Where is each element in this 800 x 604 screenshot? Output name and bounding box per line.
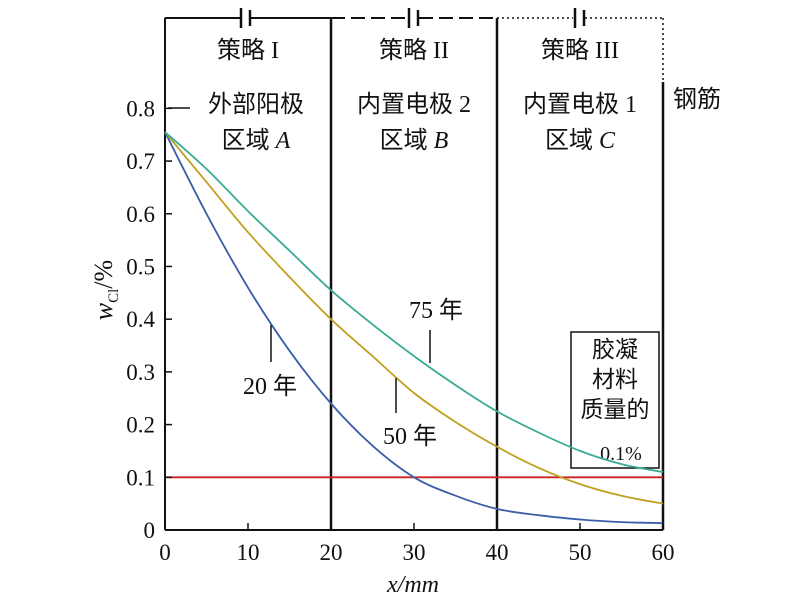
x-tick-label-6: 60	[652, 540, 675, 565]
y-tick-label-0: 0	[144, 518, 156, 543]
series-label-20: 20 年	[243, 373, 297, 400]
zone-3-line2-letter: C	[599, 128, 616, 154]
zone-3-line2: 区域 C	[545, 127, 616, 154]
x-axis-label-text: x/mm	[386, 572, 439, 598]
threshold-label-box	[570, 331, 660, 469]
x-tick-label-0: 0	[159, 540, 171, 565]
series-line-0	[164, 131, 664, 524]
y-tick-label-4: 0.4	[126, 307, 155, 332]
y-tick-label-6: 0.6	[126, 202, 155, 227]
y-axis-label: wCl/%	[89, 260, 122, 320]
series-label-50: 50 年	[383, 423, 437, 450]
zone-1-line2-letter: A	[274, 128, 291, 154]
y-tick-label-5: 0.5	[126, 254, 155, 279]
zone-1-line2-prefix: 区域	[222, 127, 276, 154]
zone-3-strategy: 策略 III	[541, 37, 619, 64]
x-tick-label-3: 30	[403, 540, 426, 565]
zone-1-strategy: 策略 I	[217, 37, 279, 64]
rebar-label: 钢筋	[673, 86, 721, 113]
x-tick-label-5: 50	[569, 540, 592, 565]
y-tick-label-1: 0.1	[126, 465, 155, 490]
y-tick-label-7: 0.7	[126, 149, 155, 174]
y-axis-label-sub: Cl	[106, 289, 122, 303]
zone-2-strategy: 策略 II	[379, 37, 449, 64]
zone-3-line1: 内置电极 1	[523, 91, 637, 118]
series-line-2	[164, 131, 664, 473]
zone-1-line1: 外部阳极	[208, 91, 304, 118]
y-tick-label-8: 0.8	[126, 96, 155, 121]
zone-2-line2: 区域 B	[380, 127, 449, 154]
x-tick-label-1: 10	[237, 540, 260, 565]
series-layer	[164, 131, 664, 524]
series-line-1	[164, 131, 664, 505]
zone-2-line2-prefix: 区域	[380, 127, 434, 154]
threshold-label-line-3: 质量的	[581, 397, 650, 422]
ticks-layer: 0 10 20 30 40 50 60 0 0.1 0.2 0.3 0.4 0.5 0.6 0.7 0.8	[126, 96, 674, 565]
zone-3-line2-prefix: 区域	[545, 127, 599, 154]
zone-2-line1: 内置电极 2	[357, 91, 471, 118]
y-axis-label-main: w	[89, 302, 118, 320]
y-tick-label-2: 0.2	[126, 413, 155, 438]
x-tick-label-4: 40	[486, 540, 509, 565]
series-label-75: 75 年	[409, 297, 463, 324]
threshold-label-line-2: 材料	[592, 367, 638, 392]
x-axis-label: x/mm	[386, 572, 439, 598]
threshold-label-line-4: 0.1%	[600, 443, 642, 465]
threshold-label-line-1: 胶凝	[592, 337, 638, 362]
zone-1-line2: 区域 A	[222, 127, 291, 154]
y-tick-label-3: 0.3	[126, 360, 155, 385]
zone-2-line2-letter: B	[434, 128, 449, 154]
y-axis-label-unit: /%	[89, 260, 118, 289]
x-tick-label-2: 20	[320, 540, 343, 565]
